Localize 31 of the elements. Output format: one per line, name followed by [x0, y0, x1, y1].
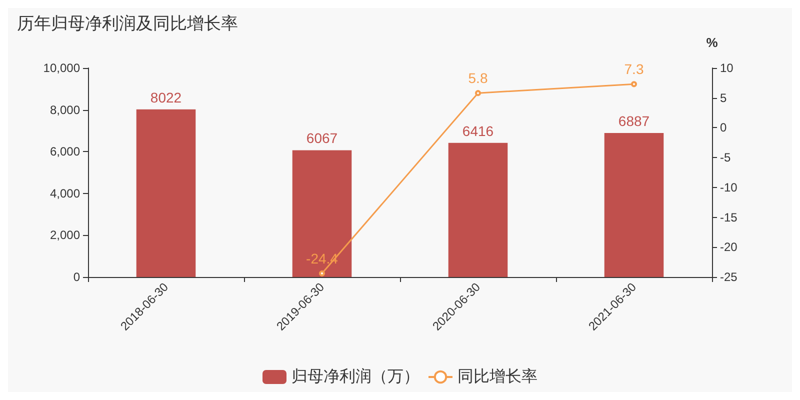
point	[631, 81, 637, 88]
y2-tick-label: -20	[720, 240, 738, 254]
y2-tick-label: 0	[720, 120, 727, 135]
y2-tick-label: -15	[720, 210, 738, 224]
y2-tick-label: -25	[720, 270, 738, 284]
data-label: 6887	[618, 113, 650, 130]
data-label: 6067	[306, 130, 338, 146]
y-tick-label: 6,000	[50, 144, 80, 159]
bar	[292, 150, 352, 277]
bar	[136, 109, 196, 277]
y-tick-label: 2,000	[50, 228, 80, 242]
data-label: 5.8	[468, 70, 488, 86]
y2-tick-label: 5	[720, 90, 727, 105]
y-tick-label: 10,000	[43, 61, 80, 75]
point	[319, 270, 325, 276]
y-tick-label: 4,000	[50, 186, 80, 200]
y2-tick-label: 10	[720, 61, 734, 75]
chart-title: 历年归母净利润及同比增长率	[17, 14, 238, 33]
legend-label: 同比增长率	[458, 368, 538, 386]
y2-tick-label: -10	[720, 180, 738, 194]
y-tick-label: 8,000	[50, 102, 80, 117]
y2-axis-title: %	[706, 35, 718, 50]
bar	[604, 133, 664, 277]
data-label: 7.3	[624, 61, 644, 78]
bar	[448, 142, 508, 277]
y2-tick-label: -5	[720, 150, 731, 165]
legend-label: 归母净利润（万）	[292, 368, 420, 386]
y-tick-label: 0	[73, 270, 80, 284]
data-label: 6416	[462, 122, 494, 139]
data-label: 8022	[150, 89, 182, 106]
point	[475, 90, 481, 96]
